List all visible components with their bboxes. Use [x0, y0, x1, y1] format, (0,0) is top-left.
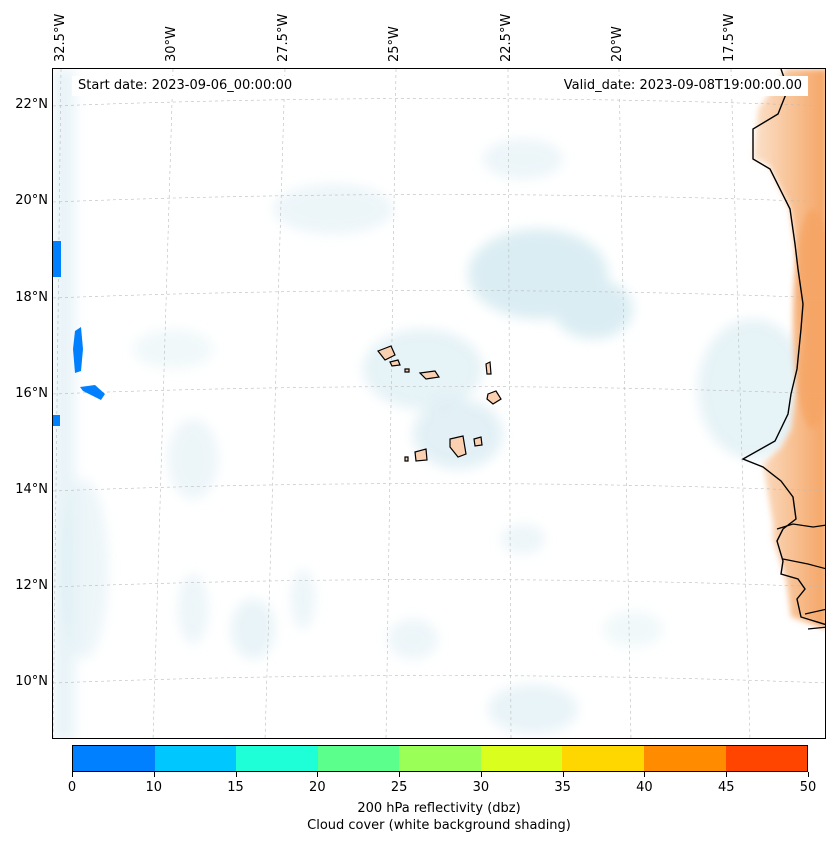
lon-label-17-5w: 17.5°W [722, 13, 737, 62]
colorbar-segment [480, 746, 563, 771]
reflectivity-cell [53, 241, 61, 277]
valid-date-label: Valid_date: 2023-09-08T19:00:00.00 [557, 76, 808, 96]
colorbar-segment [399, 746, 481, 771]
colorbar-title: 200 hPa reflectivity (dbz) [357, 801, 521, 816]
lat-label-22n: 22°N [15, 97, 48, 112]
colorbar-tick-label: 45 [717, 780, 735, 795]
start-date-label: Start date: 2023-09-06_00:00:00 [72, 76, 299, 96]
colorbar-tick [808, 772, 809, 777]
colorbar-segment [154, 746, 237, 771]
cape-verde-islands [377, 345, 502, 462]
african-coastline [741, 69, 825, 626]
colorbar-tick [153, 772, 155, 777]
colorbar-tick-label: 35 [554, 780, 571, 795]
colorbar-tick-label: 15 [227, 780, 244, 795]
lon-label-32-5w: 32.5°W [53, 13, 68, 62]
colorbar-tick-label: 20 [309, 780, 326, 795]
colorbar-tick [562, 772, 564, 777]
reflectivity-cells [53, 241, 105, 426]
lat-label-20n: 20°N [15, 193, 48, 208]
colorbar-tick-label: 50 [799, 780, 817, 795]
colorbar-segment [725, 746, 808, 771]
colorbar-tick-label: 40 [636, 780, 653, 795]
colorbar-tick [644, 772, 646, 777]
colorbar-tick [72, 772, 73, 777]
lon-label-27-5w: 27.5°W [276, 13, 291, 62]
colorbar-segment [317, 746, 400, 771]
colorbar [72, 745, 808, 772]
colorbar-tick-label: 30 [472, 780, 490, 795]
lon-label-22-5w: 22.5°W [499, 13, 514, 62]
map-canvas [53, 69, 825, 738]
river-outline [776, 523, 825, 630]
reflectivity-cell [53, 415, 60, 426]
gridlines [53, 69, 825, 738]
colorbar-segment [643, 746, 726, 771]
colorbar-segment [73, 746, 155, 771]
lat-label-14n: 14°N [15, 482, 48, 497]
colorbar-tick [399, 772, 401, 777]
land-shading [753, 69, 825, 629]
lon-label-30w: 30°W [164, 26, 179, 62]
lat-label-12n: 12°N [15, 578, 48, 593]
colorbar-segment [562, 746, 644, 771]
map-panel[interactable] [52, 68, 826, 739]
colorbar-tick-label: 25 [390, 780, 408, 795]
colorbar-tick [480, 772, 482, 777]
colorbar-tick-label: 10 [145, 780, 163, 795]
colorbar-tick-label: 0 [67, 780, 77, 795]
colorbar-tick [726, 772, 728, 777]
lat-label-18n: 18°N [15, 290, 48, 305]
colorbar-segment [236, 746, 318, 771]
lon-label-25w: 25°W [387, 26, 402, 62]
cloud-cover-shading [53, 69, 808, 738]
reflectivity-cell [73, 327, 83, 373]
reflectivity-cell [80, 385, 105, 400]
lat-label-16n: 16°N [15, 386, 48, 401]
colorbar-subtitle: Cloud cover (white background shading) [307, 818, 571, 833]
lon-label-20w: 20°W [610, 26, 625, 62]
colorbar-tick [317, 772, 319, 777]
lat-label-10n: 10°N [15, 674, 48, 689]
colorbar-tick [235, 772, 237, 777]
